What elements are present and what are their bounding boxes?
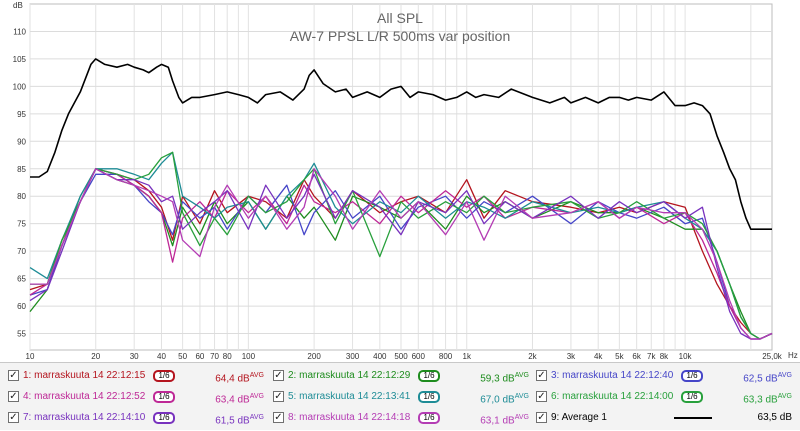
legend-item-5[interactable]: ✓ 5: marraskuuta 14 22:13:41 1/6 67,0 dB… xyxy=(273,387,531,407)
x-tick-label: 4k xyxy=(594,352,603,361)
legend-value: 63,1 dBAVG xyxy=(480,414,529,427)
x-tick-label: 70 xyxy=(210,352,219,361)
legend-value: 59,3 dBAVG xyxy=(480,372,529,385)
legend-checkbox[interactable]: ✓ xyxy=(8,391,19,402)
x-tick-label: 6k xyxy=(632,352,641,361)
legend-checkbox[interactable]: ✓ xyxy=(8,412,19,423)
series-line-7 xyxy=(29,168,773,340)
legend-item-6[interactable]: ✓ 6: marraskuuta 14 22:14:00 1/6 63,3 dB… xyxy=(536,387,794,407)
legend-value: 64,4 dBAVG xyxy=(215,372,264,385)
x-tick-label: 20 xyxy=(91,352,100,361)
x-tick-label: 7k xyxy=(647,352,656,361)
x-tick-label: 2k xyxy=(528,352,537,361)
series-line-3 xyxy=(29,173,773,340)
legend-checkbox[interactable]: ✓ xyxy=(273,391,284,402)
legend-checkbox[interactable]: ✓ xyxy=(273,370,284,381)
legend-checkbox[interactable]: ✓ xyxy=(536,370,547,381)
legend-label: 9: Average 1 xyxy=(551,412,607,423)
x-tick-label: 300 xyxy=(346,352,360,361)
grid xyxy=(29,3,773,351)
y-tick-label: 85 xyxy=(17,165,26,174)
series-line-5 xyxy=(29,151,773,340)
smoothing-button[interactable]: 1/6 xyxy=(153,370,175,382)
legend-value: 61,5 dBAVG xyxy=(215,414,264,427)
x-tick-label: 800 xyxy=(439,352,453,361)
x-tick-label: 1k xyxy=(463,352,472,361)
legend-label: 6: marraskuuta 14 22:14:00 xyxy=(551,391,674,402)
legend-label: 8: marraskuuta 14 22:14:18 xyxy=(288,412,411,423)
legend-label: 7: marraskuuta 14 22:14:10 xyxy=(23,412,146,423)
x-tick-label: 500 xyxy=(394,352,408,361)
smoothing-button[interactable]: 1/6 xyxy=(418,412,440,424)
x-tick-label: 10 xyxy=(26,352,35,361)
legend-label: 5: marraskuuta 14 22:13:41 xyxy=(288,391,411,402)
y-tick-label: 110 xyxy=(13,27,26,36)
legend-item-8[interactable]: ✓ 8: marraskuuta 14 22:14:18 1/6 63,1 dB… xyxy=(273,408,531,428)
x-tick-label: 8k xyxy=(660,352,669,361)
legend-item-4[interactable]: ✓ 4: marraskuuta 14 22:12:52 1/6 63,4 dB… xyxy=(8,387,266,407)
x-tick-label: 5k xyxy=(615,352,624,361)
legend-value: 63,5 dB xyxy=(757,412,792,423)
y-tick-label: 80 xyxy=(17,192,26,201)
smoothing-button[interactable]: 1/6 xyxy=(153,412,175,424)
x-tick-label: 60 xyxy=(195,352,204,361)
x-tick-label: 600 xyxy=(412,352,426,361)
x-tick-label: 200 xyxy=(307,352,321,361)
spl-chart: 55 60 65 70 75 80 85 90 95 100 105 110 10 20 30 40 50 60… xyxy=(13,1,798,361)
x-tick-label: 30 xyxy=(130,352,139,361)
y-tick-labels: 55 60 65 70 75 80 85 90 95 100 105 110 xyxy=(13,27,27,338)
y-tick-label: 55 xyxy=(17,330,26,339)
chart-title: All SPL xyxy=(377,10,423,26)
y-tick-label: 100 xyxy=(13,82,27,91)
x-tick-label: 50 xyxy=(178,352,187,361)
x-tick-label: 400 xyxy=(373,352,387,361)
legend-item-2[interactable]: ✓ 2: marraskuuta 14 22:12:29 1/6 59,3 dB… xyxy=(273,366,531,386)
series-line-6 xyxy=(30,151,773,340)
x-tick-label: 80 xyxy=(223,352,232,361)
x-tick-label: 100 xyxy=(242,352,256,361)
y-axis-unit: dB xyxy=(13,1,23,10)
smoothing-button[interactable]: 1/6 xyxy=(681,370,703,382)
y-tick-label: 90 xyxy=(17,137,26,146)
smoothing-button[interactable]: 1/6 xyxy=(681,391,703,403)
series-group xyxy=(29,58,773,340)
x-tick-label: 10k xyxy=(679,352,693,361)
legend-label: 2: marraskuuta 14 22:12:29 xyxy=(288,370,411,381)
legend-panel: ✓ 1: marraskuuta 14 22:12:15 1/6 64,4 dB… xyxy=(0,362,800,430)
legend-value: 67,0 dBAVG xyxy=(480,393,529,406)
x-tick-label: 3k xyxy=(567,352,576,361)
y-tick-label: 95 xyxy=(17,110,26,119)
legend-checkbox[interactable]: ✓ xyxy=(8,370,19,381)
legend-label: 3: marraskuuta 14 22:12:40 xyxy=(551,370,674,381)
y-tick-label: 75 xyxy=(17,220,26,229)
legend-item-1[interactable]: ✓ 1: marraskuuta 14 22:12:15 1/6 64,4 dB… xyxy=(8,366,266,386)
chart-subtitle: AW-7 PPSL L/R 500ms var position xyxy=(290,28,510,44)
x-tick-label: 25,0k xyxy=(762,352,783,361)
series-line-9 xyxy=(30,58,772,230)
legend-item-7[interactable]: ✓ 7: marraskuuta 14 22:14:10 1/6 61,5 dB… xyxy=(8,408,266,428)
series-line-8 xyxy=(30,168,773,340)
legend-checkbox[interactable]: ✓ xyxy=(273,412,284,423)
y-tick-label: 65 xyxy=(17,275,26,284)
smoothing-button[interactable]: 1/6 xyxy=(418,391,440,403)
y-tick-label: 60 xyxy=(17,302,26,311)
x-tick-labels: 10 20 30 40 50 60 70 80 100 200 300 400 500 600 800 1k 2… xyxy=(26,352,783,361)
legend-item-9[interactable]: ✓ 9: Average 1 63,5 dB xyxy=(536,408,794,428)
y-tick-label: 105 xyxy=(13,55,27,64)
legend-item-3[interactable]: ✓ 3: marraskuuta 14 22:12:40 1/6 62,5 dB… xyxy=(536,366,794,386)
y-tick-label: 70 xyxy=(17,247,26,256)
legend-checkbox[interactable]: ✓ xyxy=(536,391,547,402)
legend-value: 63,4 dBAVG xyxy=(215,393,264,406)
x-axis-unit: Hz xyxy=(788,351,798,360)
legend-value: 62,5 dBAVG xyxy=(743,372,792,385)
legend-value: 63,3 dBAVG xyxy=(743,393,792,406)
x-tick-label: 40 xyxy=(157,352,166,361)
smoothing-button[interactable]: 1/6 xyxy=(418,370,440,382)
average-line-swatch xyxy=(674,417,712,419)
legend-label: 4: marraskuuta 14 22:12:52 xyxy=(23,391,146,402)
legend-checkbox[interactable]: ✓ xyxy=(536,412,547,423)
legend-label: 1: marraskuuta 14 22:12:15 xyxy=(23,370,146,381)
smoothing-button[interactable]: 1/6 xyxy=(153,391,175,403)
